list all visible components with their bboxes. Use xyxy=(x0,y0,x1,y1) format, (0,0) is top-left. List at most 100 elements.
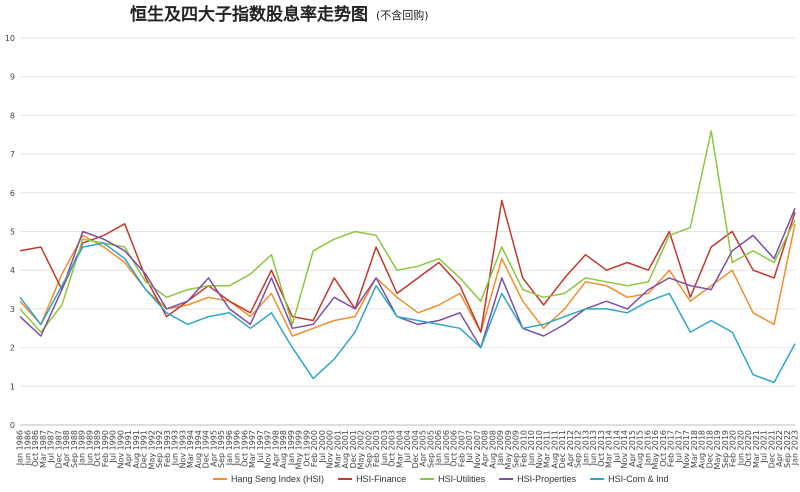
x-tick-label: Jun 1989 xyxy=(85,430,94,466)
y-axis: 0 1 2 3 4 5 6 7 8 9 10 xyxy=(5,34,15,430)
x-tick-label: Nov 1997 xyxy=(264,430,273,469)
y-tick-label: 1 xyxy=(10,382,15,391)
x-tick-label: May 2002 xyxy=(357,430,366,469)
x-tick-label: Jul 1997 xyxy=(256,430,265,464)
x-tick-label: Sep 2009 xyxy=(512,430,521,468)
x-tick-label: Jul 1987 xyxy=(47,430,56,464)
x-tick-label: Aug 2011 xyxy=(550,430,559,469)
x-tick-label: Jun 2003 xyxy=(380,430,389,466)
y-tick-label: 3 xyxy=(10,305,15,314)
legend-label-hsi-com-ind: HSI-Com & Ind xyxy=(608,474,669,484)
y-tick-label: 7 xyxy=(10,150,15,159)
x-tick-label: Sep 2005 xyxy=(426,430,435,468)
x-tick-label: Dec 2004 xyxy=(411,430,420,468)
x-tick-label: Jan 1996 xyxy=(225,430,234,466)
x-tick-label: Nov 2017 xyxy=(682,430,691,469)
x-tick-label: Aug 1998 xyxy=(279,430,288,469)
x-tick-label: Jun 1986 xyxy=(23,430,32,466)
y-tick-label: 0 xyxy=(10,421,15,430)
y-tick-label: 5 xyxy=(10,228,15,237)
x-tick-label: Sep 2012 xyxy=(574,430,583,468)
x-tick-label: Feb 2010 xyxy=(519,430,528,467)
x-tick-label: Feb 1993 xyxy=(163,430,172,467)
gridlines xyxy=(20,37,795,426)
x-tick-label: Feb 2007 xyxy=(457,430,466,467)
chart-title: 恒生及四大子指数股息率走势图 xyxy=(130,4,368,25)
y-tick-label: 4 xyxy=(10,266,15,275)
chart-subtitle: (不含回购) xyxy=(376,8,429,22)
x-tick-label: Mar 2001 xyxy=(333,430,342,468)
y-tick-label: 8 xyxy=(10,111,15,120)
x-tick-label: Jan 2006 xyxy=(434,430,443,466)
x-tick-label: Jun 2006 xyxy=(442,430,451,466)
x-tick-label: Oct 2013 xyxy=(597,430,606,467)
x-tick-label: Aug 2001 xyxy=(341,430,350,469)
x-tick-label: Jun 2010 xyxy=(527,430,536,466)
x-tick-label: Aug 1994 xyxy=(194,430,203,469)
x-tick-label: Jan 1989 xyxy=(78,430,87,466)
x-tick-label: Aug 1991 xyxy=(132,430,141,469)
y-tick-label: 9 xyxy=(10,73,15,82)
x-tick-label: Sep 1988 xyxy=(70,430,79,468)
legend-label-hang-seng-index-hsi: Hang Seng Index (HSI) xyxy=(231,474,324,484)
x-tick-label: Jan 2013 xyxy=(581,430,590,466)
x-tick-label: Apr 1995 xyxy=(209,430,218,467)
x-tick-label: Jan 2023 xyxy=(791,430,800,466)
x-tick-label: Jan 1986 xyxy=(16,430,25,466)
x-tick-label: Dec 2011 xyxy=(558,430,567,468)
x-tick-label: Oct 1986 xyxy=(31,430,40,467)
x-tick-label: Apr 1988 xyxy=(62,430,71,467)
x-tick-label: Apr 2005 xyxy=(419,430,428,467)
x-tick-label: Feb 2017 xyxy=(667,430,676,467)
x-tick-label: Oct 2003 xyxy=(388,430,397,467)
x-tick-label: Jun 2020 xyxy=(736,430,745,466)
series-lines xyxy=(19,130,796,384)
series-line-hsi-utilities xyxy=(19,130,796,333)
x-tick-label: Mar 1997 xyxy=(248,430,257,468)
x-tick-label: Oct 2016 xyxy=(659,430,668,467)
x-tick-label: Oct 1989 xyxy=(93,430,102,467)
x-tick-label: Jun 2013 xyxy=(589,430,598,466)
x-tick-label: Jan 1999 xyxy=(287,430,296,466)
x-tick-label: Mar 2004 xyxy=(395,430,404,468)
x-tick-label: May 1992 xyxy=(147,430,156,469)
x-tick-label: Mar 2021 xyxy=(752,430,761,468)
x-tick-label: Sep 2022 xyxy=(783,430,792,468)
x-tick-label: Apr 2012 xyxy=(566,430,575,467)
x-tick-label: Jun 1996 xyxy=(233,430,242,466)
x-tick-label: Nov 1993 xyxy=(178,430,187,469)
legend-label-hsi-utilities: HSI-Utilities xyxy=(438,474,486,484)
x-tick-label: Oct 1999 xyxy=(302,430,311,467)
x-tick-label: Dec 2018 xyxy=(705,430,714,468)
x-tick-label: Jul 2000 xyxy=(318,430,327,464)
x-tick-label: Oct 2006 xyxy=(450,430,459,467)
x-tick-label: Jul 1990 xyxy=(109,430,118,464)
x-tick-label: Dec 1991 xyxy=(140,430,149,468)
x-tick-label: Sep 2019 xyxy=(721,430,730,468)
x-tick-label: Dec 1994 xyxy=(202,430,211,468)
x-tick-label: Jul 2021 xyxy=(760,430,769,464)
x-tick-label: Mar 2011 xyxy=(543,430,552,468)
x-tick-label: Sep 1992 xyxy=(155,430,164,468)
series-line-hsi-com-ind xyxy=(19,242,796,384)
x-tick-label: Jul 2014 xyxy=(612,430,621,464)
x-tick-label: Oct 1996 xyxy=(240,430,249,467)
x-tick-label: Jul 2007 xyxy=(465,430,474,464)
x-tick-label: Mar 1987 xyxy=(39,430,48,468)
x-tick-label: Apr 1998 xyxy=(271,430,280,467)
x-tick-label: Mar 2018 xyxy=(690,430,699,468)
x-tick-label: May 1999 xyxy=(295,430,304,469)
x-tick-label: Apr 1991 xyxy=(124,430,133,467)
x-tick-label: Aug 2008 xyxy=(488,430,497,469)
x-tick-label: Nov 2010 xyxy=(535,430,544,469)
x-tick-label: Feb 2000 xyxy=(310,430,319,467)
x-tick-label: Apr 2008 xyxy=(481,430,490,467)
y-tick-label: 2 xyxy=(10,344,15,353)
x-tick-label: Oct 2020 xyxy=(744,430,753,467)
x-tick-label: Jan 2009 xyxy=(496,430,505,466)
x-tick-label: Apr 2022 xyxy=(775,430,784,467)
x-tick-label: Feb 2020 xyxy=(729,430,738,467)
